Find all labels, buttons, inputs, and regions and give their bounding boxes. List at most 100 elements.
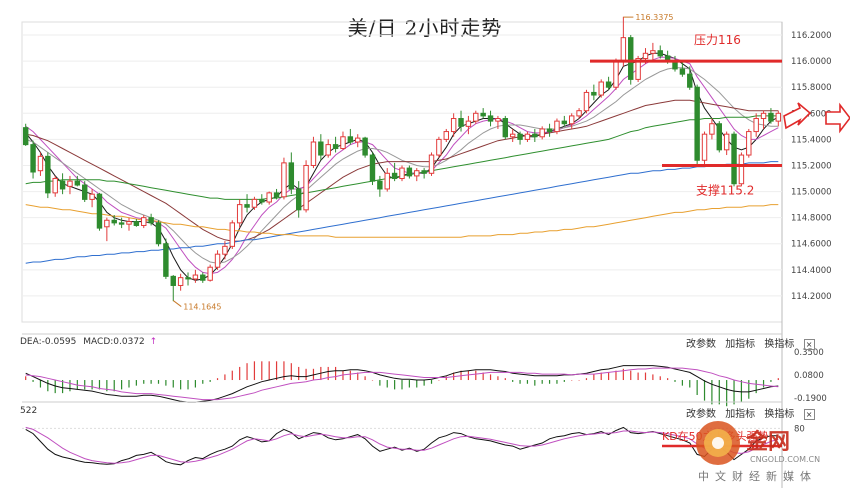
candle-body	[22, 127, 29, 146]
candlestick	[355, 134, 361, 148]
add-indicator-button[interactable]: 加指标	[725, 409, 756, 420]
switch-indicator-button[interactable]: 换指标	[764, 339, 795, 350]
close-icon[interactable]: ×	[803, 409, 815, 420]
macd-histogram-bar	[69, 380, 71, 392]
candle-body	[67, 180, 73, 187]
candle-body	[384, 172, 390, 190]
add-indicator-button[interactable]: 加指标	[725, 339, 756, 350]
candle-body	[399, 167, 405, 180]
macd-histogram-bar	[622, 368, 624, 381]
candle-body	[347, 136, 354, 143]
macd-histogram-bar	[416, 380, 418, 388]
candlestick	[244, 194, 250, 213]
candle-body	[222, 245, 228, 255]
kd-toolbar: 改参数 加指标 换指标 ×	[680, 405, 815, 420]
macd-histogram-bar	[386, 380, 388, 388]
candle-body	[428, 154, 435, 174]
candle-body	[259, 198, 265, 203]
moving-average-line	[25, 161, 779, 264]
macd-histogram-bar	[364, 376, 366, 381]
candlestick	[436, 136, 442, 158]
macd-histogram-bar	[394, 380, 396, 390]
candle-body	[716, 123, 722, 151]
candle-body	[605, 81, 612, 88]
candle-body	[37, 155, 44, 172]
candlestick	[281, 157, 287, 200]
low-marker	[172, 300, 182, 307]
y-tick-label: 115.6000	[791, 109, 832, 119]
candlestick	[325, 139, 331, 158]
candlestick	[37, 152, 44, 176]
candle-body	[701, 133, 708, 161]
candlestick	[414, 168, 420, 182]
candle-body	[414, 170, 420, 177]
candle-body	[355, 137, 361, 143]
candlestick	[524, 131, 531, 142]
price-axis: 116.2000 116.0000 115.8000 115.6000 115.4000…	[791, 31, 832, 302]
macd-histogram-bar	[770, 380, 772, 382]
candle-body	[111, 219, 117, 224]
candlestick	[760, 110, 767, 129]
high-label: 116.3375	[635, 13, 673, 22]
y-tick-label: 114.8000	[791, 214, 832, 224]
switch-indicator-button[interactable]: 换指标	[764, 409, 795, 420]
candle-body	[568, 115, 575, 125]
candlestick	[598, 79, 604, 98]
candle-body	[325, 144, 331, 156]
candlestick	[126, 217, 132, 231]
candle-body	[170, 275, 176, 286]
candle-body	[163, 243, 169, 277]
macd-histogram-bar	[667, 378, 669, 381]
macd-histogram-bar	[644, 372, 647, 381]
candle-body	[436, 138, 442, 156]
moving-average-line	[25, 115, 779, 200]
candle-body	[473, 112, 479, 122]
macd-histogram-bar	[39, 380, 42, 388]
candle-body	[657, 50, 663, 57]
candle-body	[628, 37, 634, 80]
candlestick	[546, 123, 553, 137]
candle-body	[362, 137, 368, 156]
candle-body	[318, 141, 324, 156]
candlestick	[657, 45, 663, 59]
macd-tick-label: 0.3500	[794, 348, 824, 358]
macd-histogram-bar	[689, 380, 691, 388]
candlestick	[495, 115, 501, 129]
macd-histogram-bar	[261, 361, 263, 381]
candle-body	[694, 86, 700, 161]
macd-histogram-bar	[349, 370, 351, 381]
candlestick	[104, 217, 110, 242]
candle-body	[200, 274, 206, 281]
close-icon[interactable]: ×	[803, 339, 815, 350]
candle-body	[509, 133, 516, 138]
candlestick	[502, 115, 509, 140]
candle-body	[753, 118, 759, 133]
edit-params-button[interactable]: 改参数	[686, 409, 716, 420]
macd-histogram-bar	[430, 380, 433, 384]
candle-body	[524, 133, 531, 140]
candle-body	[126, 221, 132, 225]
candlestick	[52, 175, 58, 197]
candlestick	[163, 238, 169, 279]
candlestick	[318, 134, 324, 161]
candle-body	[598, 81, 604, 96]
macd-histogram-bar	[600, 372, 602, 381]
edit-params-button[interactable]: 改参数	[686, 339, 716, 350]
candlestick	[694, 84, 700, 166]
candle-body	[561, 120, 568, 125]
candlestick	[421, 168, 427, 179]
grid-layer	[21, 21, 783, 488]
candlestick	[236, 199, 243, 229]
candle-body	[679, 68, 686, 75]
macd-histogram-bar	[202, 380, 204, 384]
macd-histogram-bar	[239, 366, 241, 381]
candle-body	[576, 110, 582, 117]
macd-histogram-bar	[696, 380, 698, 396]
candle-body	[266, 192, 272, 203]
dif-line	[25, 365, 779, 403]
watermark-logo: 金网 CNGOLD.COM.CN 中文财经新媒体	[688, 418, 848, 488]
macd-histogram-bar	[401, 380, 403, 390]
candlestick	[141, 215, 147, 229]
candlestick	[384, 168, 390, 192]
candle-body	[74, 180, 81, 186]
